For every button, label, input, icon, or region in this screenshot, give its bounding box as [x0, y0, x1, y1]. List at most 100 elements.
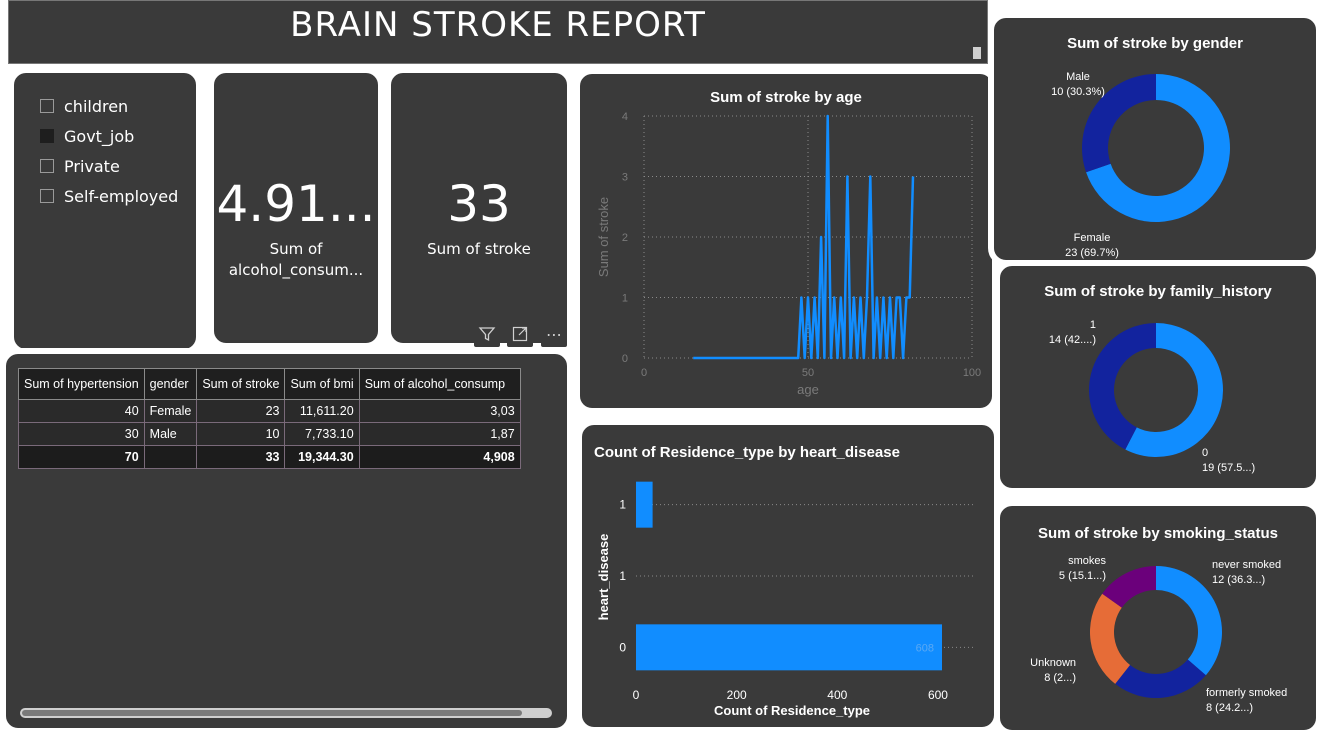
x-tick-label: 0 — [641, 367, 647, 379]
slice-label: Male — [1066, 71, 1090, 83]
checkbox-icon[interactable] — [40, 159, 54, 173]
table-cell: 33 — [196, 445, 286, 469]
table-cell: 19,344.30 — [284, 445, 360, 469]
chart-title: Sum of stroke by age — [710, 89, 862, 106]
report-header: BRAIN STROKE REPORT — [8, 0, 988, 64]
table-cell: 3,03 — [358, 399, 521, 423]
slicer-item-govt-job[interactable]: Govt_job — [40, 125, 134, 147]
slice-value-label: 19 (57.5...) — [1202, 462, 1255, 474]
chart-title: Sum of stroke by gender — [1067, 35, 1243, 52]
slicer-item-self-employed[interactable]: Self-employed — [40, 185, 178, 207]
table-cell: 11,611.20 — [284, 399, 360, 423]
y-tick-label: 4 — [622, 111, 628, 123]
line-chart-card: Sum of stroke by age 0 1 2 3 4 0 50 100 age Sum of… — [574, 68, 998, 414]
matrix-table-card: Sum of hypertension gender Sum of stroke… — [0, 348, 573, 734]
slice-value-label: 5 (15.1...) — [1059, 570, 1106, 582]
x-tick-label: 100 — [963, 367, 981, 379]
table-cell: 1,87 — [358, 422, 521, 446]
donut-slice — [1090, 593, 1131, 684]
checkbox-icon[interactable] — [40, 99, 54, 113]
column-header[interactable]: gender — [143, 368, 198, 400]
donut-slice — [1102, 566, 1156, 608]
chart-title: Sum of stroke by smoking_status — [1038, 525, 1278, 542]
slicer-item-label: Self-employed — [64, 186, 179, 206]
horizontal-scrollbar[interactable] — [20, 708, 552, 718]
x-axis-label: Count of Residence_type — [714, 703, 870, 718]
slice-value-label: 10 (30.3%) — [1051, 86, 1105, 98]
y-tick-label: 2 — [622, 232, 628, 244]
bar-chart-card: Count of Residence_type by heart_disease… — [576, 419, 1000, 733]
y-tick-label: 0 — [622, 353, 628, 365]
table-row: 30 Male 10 7,733.10 1,87 — [18, 422, 521, 446]
column-header[interactable]: Sum of bmi — [284, 368, 360, 400]
slice-value-label: 23 (69.7%) — [1065, 247, 1119, 259]
kpi-label: Sum of alcohol_consum... — [214, 239, 378, 281]
x-axis-label: age — [797, 382, 819, 397]
slicer-item-label: Private — [64, 156, 120, 176]
more-options-icon[interactable]: ⋯ — [541, 321, 567, 347]
page-title: BRAIN STROKE REPORT — [290, 5, 706, 45]
x-tick-label: 200 — [727, 688, 747, 702]
slice-value-label: 12 (36.3...) — [1212, 574, 1265, 586]
donut-slice — [1082, 74, 1156, 173]
y-axis-label: heart_disease — [596, 534, 611, 621]
table-cell: 23 — [196, 399, 286, 423]
donut-slice — [1086, 74, 1230, 222]
donut-slice — [1125, 323, 1223, 457]
table-cell: Male — [143, 422, 198, 446]
filter-icon[interactable] — [474, 321, 500, 347]
kpi-value: 33 — [447, 175, 511, 233]
x-tick-label: 0 — [633, 688, 640, 702]
kpi-value: 4.91... — [216, 175, 376, 233]
slice-label: 0 — [1202, 447, 1208, 459]
resize-handle[interactable] — [973, 47, 981, 59]
donut-family-history-card: Sum of stroke by family_history 0 19 (57.5… — [994, 260, 1322, 494]
table-cell: 40 — [18, 399, 145, 423]
table-total-row: 70 33 19,344.30 4,908 — [18, 445, 521, 469]
checkbox-icon[interactable] — [40, 189, 54, 203]
data-table: Sum of hypertension gender Sum of stroke… — [18, 368, 521, 469]
y-tick-label: 3 — [622, 172, 628, 184]
donut-slice — [1115, 659, 1206, 698]
column-header[interactable]: Sum of stroke — [196, 368, 286, 400]
bar — [636, 481, 653, 528]
donut-slice — [1089, 323, 1156, 450]
slicer-item-children[interactable]: children — [40, 95, 128, 117]
slice-label: 1 — [1090, 319, 1096, 331]
bar-chart: Count of Residence_type by heart_disease… — [594, 444, 974, 718]
kpi-label-line2: alcohol_consum... — [228, 261, 364, 279]
slicer-item-label: Govt_job — [64, 126, 135, 146]
slice-label: never smoked — [1212, 559, 1281, 571]
bar — [636, 624, 942, 671]
slice-value-label: 8 (24.2...) — [1206, 702, 1253, 714]
slice-label: Female — [1074, 232, 1111, 244]
focus-mode-icon[interactable] — [507, 321, 533, 347]
column-header[interactable]: Sum of alcohol_consump — [358, 368, 521, 400]
table-cell — [143, 445, 198, 469]
chart-title: Count of Residence_type by heart_disease — [594, 444, 900, 461]
series-line — [693, 114, 915, 360]
kpi-card-alcohol: 4.91... Sum of alcohol_consum... — [208, 67, 384, 349]
checkbox-checked-icon[interactable] — [40, 129, 54, 143]
y-tick-label: 1 — [619, 498, 626, 512]
slicer-item-private[interactable]: Private — [40, 155, 120, 177]
y-tick-label: 1 — [622, 293, 628, 305]
line-chart: Sum of stroke by age 0 1 2 3 4 0 50 100 age Sum of… — [596, 89, 981, 397]
table-cell: 30 — [18, 422, 145, 446]
table-row: 40 Female 23 11,611.20 3,03 — [18, 399, 521, 423]
scrollbar-thumb[interactable] — [22, 710, 522, 716]
kpi-label-line1: Sum of — [269, 240, 323, 258]
slice-value-label: 8 (2...) — [1044, 672, 1076, 684]
column-header[interactable]: Sum of hypertension — [18, 368, 145, 400]
data-label: 608 — [916, 642, 934, 654]
table-cell: 70 — [18, 445, 145, 469]
x-tick-label: 50 — [802, 367, 814, 379]
slice-label: Unknown — [1030, 657, 1076, 669]
kpi-label: Sum of stroke — [427, 240, 531, 258]
donut-chart-family-history: Sum of stroke by family_history 0 19 (57.5… — [1044, 283, 1272, 474]
slice-label: smokes — [1068, 555, 1106, 567]
donut-slice — [1156, 566, 1222, 676]
chart-title: Sum of stroke by family_history — [1044, 283, 1272, 300]
table-cell: Female — [143, 399, 198, 423]
table-cell: 10 — [196, 422, 286, 446]
